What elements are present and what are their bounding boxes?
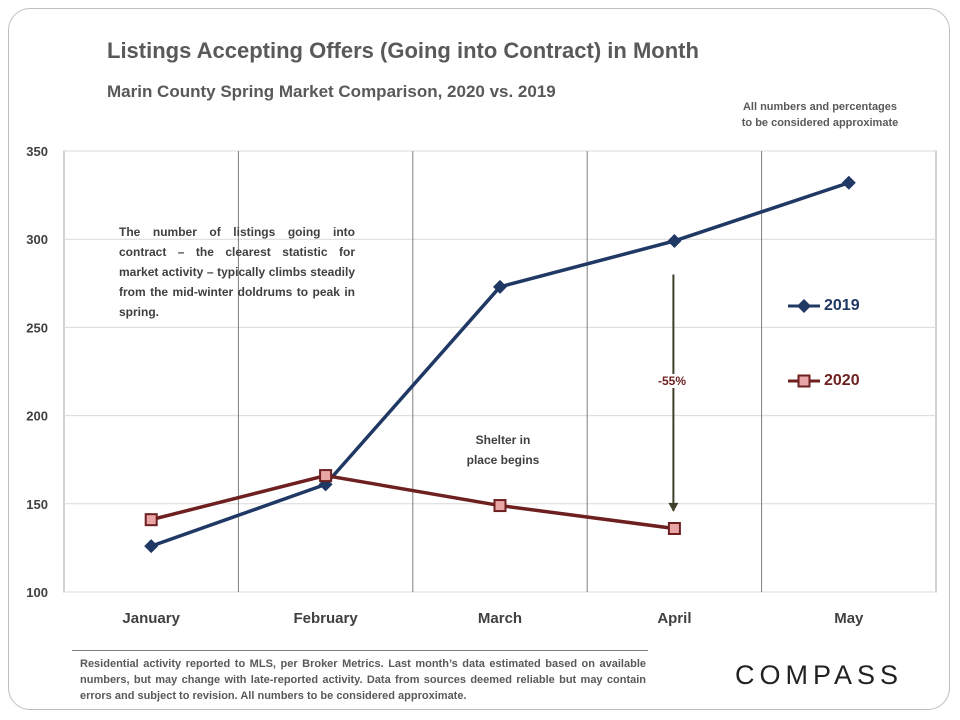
y-tick-label: 100 xyxy=(26,585,48,600)
x-tick-label: May xyxy=(834,610,864,627)
chart-subtitle: Marin County Spring Market Comparison, 2… xyxy=(107,82,556,101)
data-point-2020 xyxy=(667,521,681,535)
data-point-2020 xyxy=(144,513,158,527)
legend-marker-2019 xyxy=(788,299,820,313)
annotation-change-percent: -55% xyxy=(648,374,696,388)
annotation-shelter-line-1: Shelter in xyxy=(475,433,531,447)
y-tick-label: 150 xyxy=(26,497,48,512)
annotation-note: The number of listings going into contra… xyxy=(119,225,355,319)
legend-label-2019: 2019 xyxy=(824,297,860,314)
annotation-shelter: Shelter in place begins xyxy=(450,430,556,470)
data-point-2020 xyxy=(319,469,333,483)
data-point-2019 xyxy=(144,539,159,554)
disclaimer-line-2: to be considered approximate xyxy=(741,117,899,129)
annotation-shelter-line-2: place begins xyxy=(466,453,540,467)
data-point-2020 xyxy=(493,499,507,513)
change-arrow-head xyxy=(668,502,679,512)
slide-frame xyxy=(8,8,950,710)
compass-logo: COMPASS xyxy=(735,660,904,690)
data-point-2019 xyxy=(841,175,856,190)
legend-marker-2020 xyxy=(788,374,820,388)
legend-item-2019: 2019 xyxy=(784,291,874,321)
disclaimer-line-1: All numbers and percentages xyxy=(742,101,898,113)
y-tick-label: 350 xyxy=(26,144,48,159)
y-tick-label: 300 xyxy=(26,232,48,247)
data-point-2019 xyxy=(493,279,507,294)
x-tick-label: March xyxy=(478,610,522,627)
x-tick-label: April xyxy=(657,610,691,627)
y-tick-label: 200 xyxy=(26,409,48,424)
x-tick-label: February xyxy=(293,610,358,627)
legend-item-2020: 2020 xyxy=(784,366,874,396)
data-point-2019 xyxy=(667,233,682,248)
x-tick-label: January xyxy=(122,610,180,627)
footer-note: Residential activity reported to MLS, pe… xyxy=(80,658,646,702)
disclaimer: All numbers and percentages to be consid… xyxy=(690,99,950,131)
chart-title: Listings Accepting Offers (Going into Co… xyxy=(107,38,699,63)
legend-label-2020: 2020 xyxy=(824,372,860,389)
series-line-2020 xyxy=(150,473,675,531)
y-tick-label: 250 xyxy=(26,320,48,335)
footer-divider xyxy=(72,650,648,651)
